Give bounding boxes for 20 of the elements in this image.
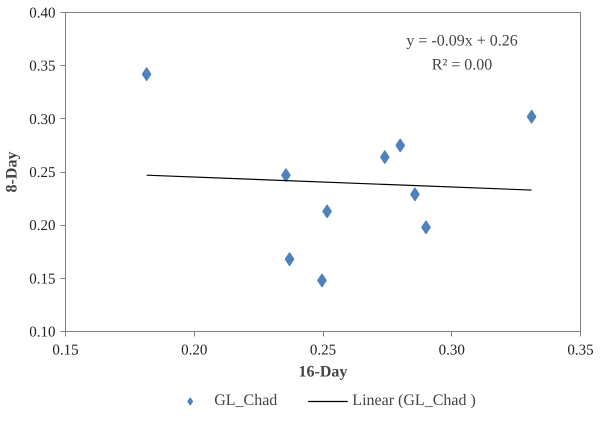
y-tick-label: 0.25 bbox=[29, 165, 56, 181]
x-tick-label: 0.35 bbox=[567, 342, 594, 358]
y-tick-label: 0.10 bbox=[29, 324, 56, 340]
x-tick-label: 0.15 bbox=[52, 342, 79, 358]
x-tick-label: 0.30 bbox=[438, 342, 465, 358]
y-tick-label: 0.30 bbox=[29, 112, 56, 128]
y-tick-label: 0.35 bbox=[29, 58, 56, 75]
y-tick-label: 0.40 bbox=[29, 6, 56, 22]
annotation: y = -0.09x + 0.26 bbox=[406, 32, 518, 50]
x-axis-title: 16-Day bbox=[298, 364, 348, 380]
x-tick-label: 0.20 bbox=[181, 342, 208, 358]
y-tick-label: 0.15 bbox=[29, 271, 56, 288]
legend-label: Linear (GL_Chad ) bbox=[352, 392, 476, 410]
y-tick-label: 0.20 bbox=[29, 218, 56, 234]
x-tick-label: 0.25 bbox=[310, 342, 336, 358]
legend-label: GL_Chad bbox=[214, 392, 278, 410]
y-axis-title: 8-Day bbox=[3, 152, 20, 192]
point bbox=[380, 150, 390, 164]
annotation: R² = 0.00 bbox=[432, 56, 492, 74]
point bbox=[395, 138, 406, 152]
